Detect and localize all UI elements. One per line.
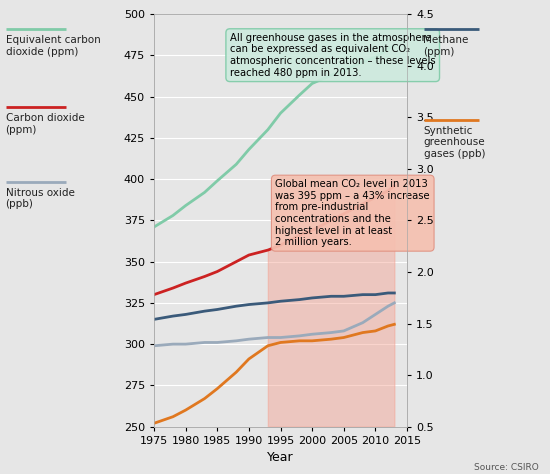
Text: Methane
(ppm): Methane (ppm): [424, 35, 469, 57]
Text: Source: CSIRO: Source: CSIRO: [474, 463, 539, 472]
Text: Equivalent carbon
dioxide (ppm): Equivalent carbon dioxide (ppm): [6, 35, 100, 57]
Text: All greenhouse gases in the atmosphere
can be expressed as equivalent CO₂
atmosp: All greenhouse gases in the atmosphere c…: [230, 33, 436, 78]
Text: Global mean CO₂ level in 2013
was 395 ppm – a 43% increase
from pre-industrial
c: Global mean CO₂ level in 2013 was 395 pp…: [276, 179, 430, 247]
X-axis label: Year: Year: [267, 451, 294, 464]
Text: Carbon dioxide
(ppm): Carbon dioxide (ppm): [6, 113, 84, 135]
Text: Synthetic
greenhouse
gases (ppb): Synthetic greenhouse gases (ppb): [424, 126, 485, 159]
Text: Nitrous oxide
(ppb): Nitrous oxide (ppb): [6, 188, 74, 210]
